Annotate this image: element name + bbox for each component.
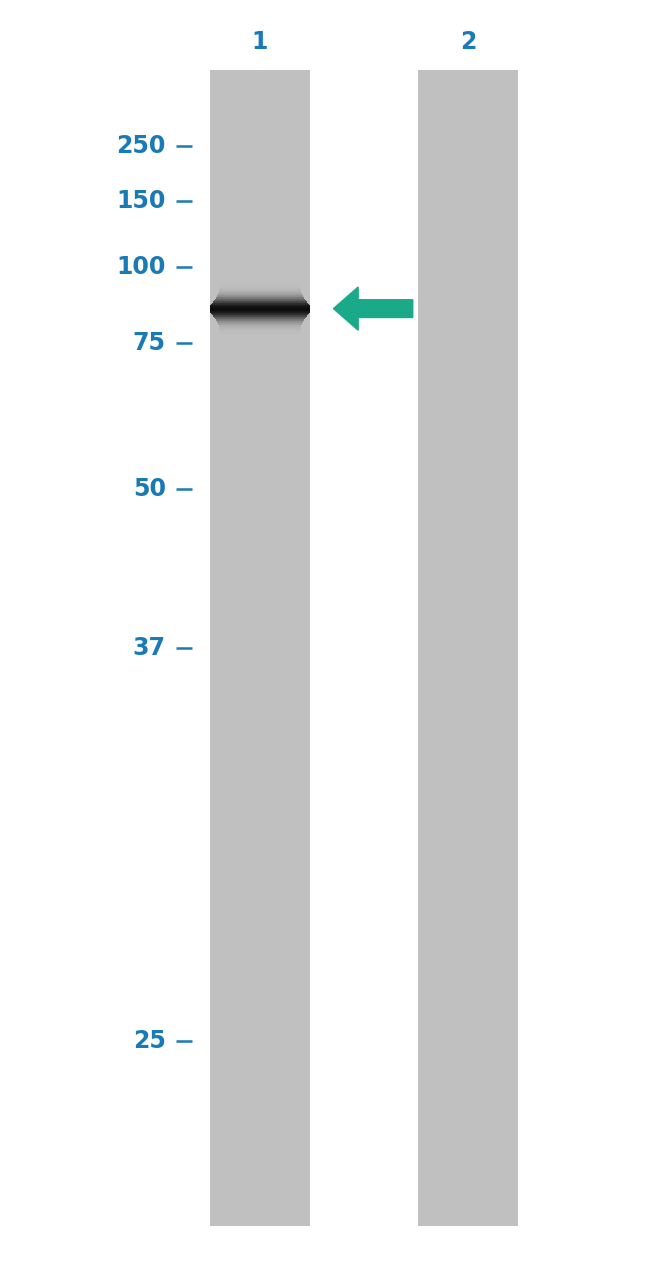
Text: 50: 50 [133,478,166,500]
Text: 37: 37 [133,636,166,659]
Bar [209,70,311,1226]
Text: 150: 150 [116,189,166,212]
Text: 1: 1 [252,30,268,53]
Text: 250: 250 [116,135,166,157]
Text: 25: 25 [133,1030,166,1053]
Bar [417,70,519,1226]
FancyArrow shape [333,287,413,330]
Text: 75: 75 [133,331,166,354]
Text: 100: 100 [116,255,166,278]
Text: 2: 2 [460,30,476,53]
